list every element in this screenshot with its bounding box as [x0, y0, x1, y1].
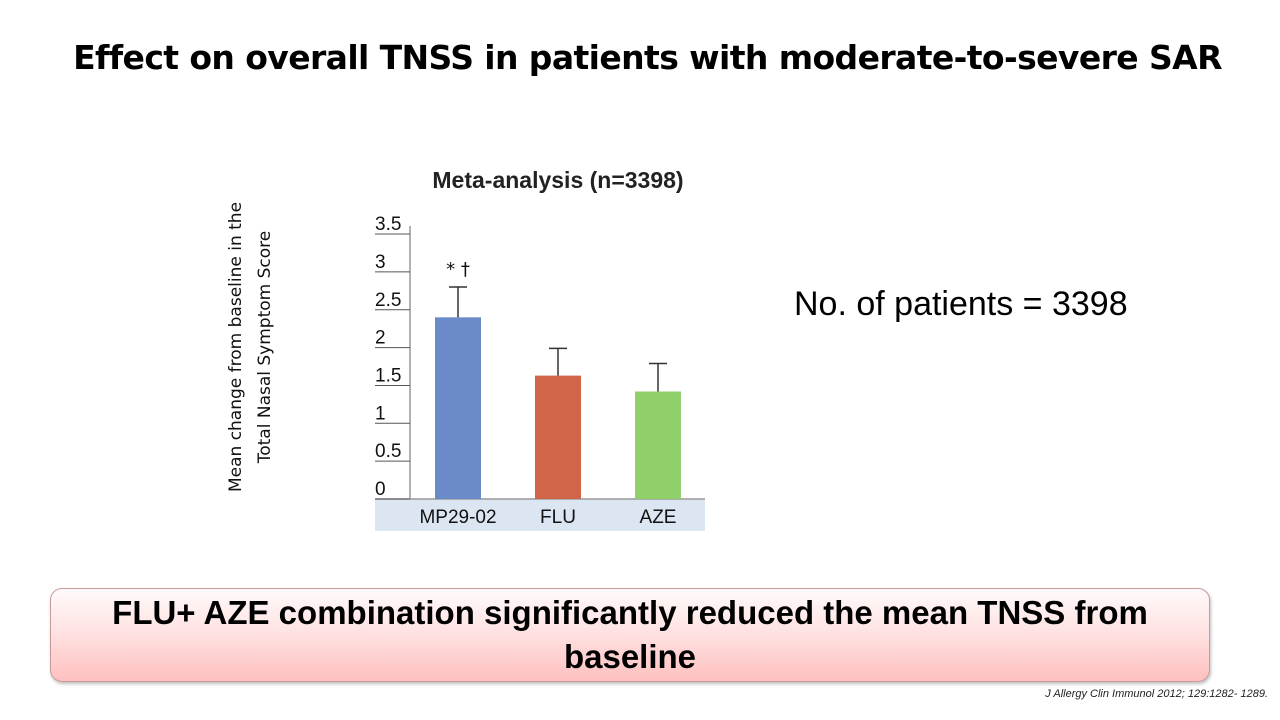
conclusion-box: FLU+ AZE combination significantly reduc…: [50, 588, 1210, 682]
y-tick-label: 1: [375, 403, 386, 424]
patients-count-text: No. of patients = 3398: [794, 285, 1128, 323]
x-tick-label: FLU: [540, 507, 576, 528]
y-tick-label: 0.5: [375, 441, 401, 462]
y-tick-label: 3: [375, 252, 386, 273]
conclusion-text: FLU+ AZE combination significantly reduc…: [112, 594, 1148, 675]
chart-title: Meta-analysis (n=3398): [432, 167, 683, 193]
significance-annotation: * †: [446, 259, 470, 280]
citation: J Allergy Clin Immunol 2012; 129:1282- 1…: [1045, 688, 1268, 700]
y-tick-label: 3.5: [375, 214, 401, 235]
y-tick-label: 2.5: [375, 290, 401, 311]
y-tick-label: 1.5: [375, 365, 401, 386]
bar: [435, 317, 481, 499]
y-tick-label: 0: [375, 479, 386, 500]
bar: [635, 391, 681, 499]
y-tick-label: 2: [375, 328, 386, 349]
x-tick-label: AZE: [640, 507, 677, 528]
x-tick-label: MP29-02: [419, 507, 496, 528]
y-axis-label: Mean change from baseline in the Total N…: [226, 201, 275, 493]
x-axis-band: [375, 499, 705, 531]
slide-title: Effect on overall TNSS in patients with …: [73, 38, 1222, 77]
bar: [535, 375, 581, 499]
bar-chart: Meta-analysis (n=3398) 3.5 3 2.5 2 1.5 1 0.5 0 MP…: [375, 167, 705, 531]
